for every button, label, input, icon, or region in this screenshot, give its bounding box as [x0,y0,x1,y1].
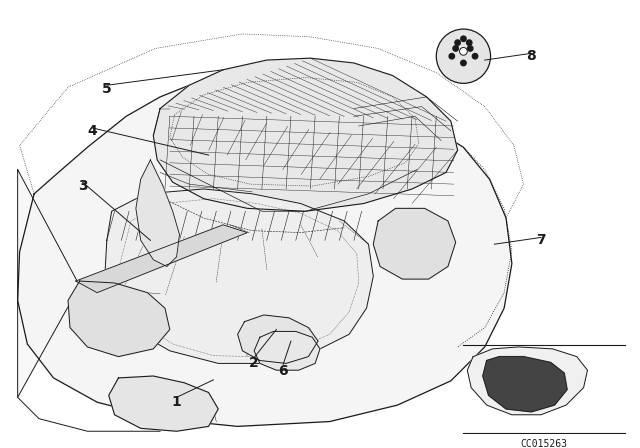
Text: 8: 8 [526,49,536,63]
Polygon shape [18,85,512,426]
Circle shape [453,46,458,51]
Circle shape [461,60,466,66]
Polygon shape [237,315,318,363]
Polygon shape [467,347,588,415]
Polygon shape [105,189,373,363]
Circle shape [472,53,478,59]
Circle shape [461,36,466,42]
Polygon shape [136,160,179,267]
Circle shape [455,40,460,45]
Circle shape [449,53,454,59]
Circle shape [460,47,467,55]
Text: 1: 1 [172,395,182,409]
Text: 5: 5 [102,82,111,96]
Polygon shape [483,357,567,412]
Text: 4: 4 [88,124,97,138]
Polygon shape [18,170,79,397]
Polygon shape [76,225,247,293]
Text: 3: 3 [78,179,88,193]
Polygon shape [154,58,458,211]
Text: 2: 2 [249,357,259,370]
Text: CC015263: CC015263 [521,439,568,448]
Text: 7: 7 [536,233,546,247]
Polygon shape [254,332,320,370]
Circle shape [467,46,473,51]
Circle shape [467,40,472,45]
Circle shape [436,29,490,83]
Polygon shape [68,281,170,357]
Polygon shape [109,376,218,431]
Text: 6: 6 [278,364,288,378]
Polygon shape [373,208,456,279]
